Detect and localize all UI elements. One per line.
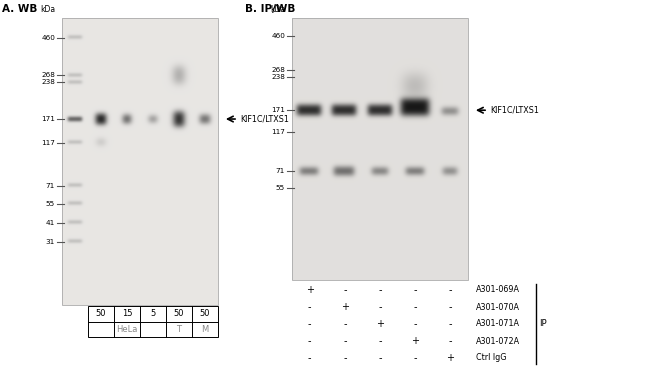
Text: 71: 71: [46, 183, 55, 189]
Text: -: -: [343, 319, 346, 329]
Text: 71: 71: [276, 168, 285, 174]
Text: -: -: [378, 353, 382, 363]
Text: 15: 15: [122, 310, 132, 319]
Text: +: +: [411, 336, 419, 346]
Text: 268: 268: [271, 67, 285, 74]
Text: M: M: [202, 325, 209, 334]
Text: kDa: kDa: [270, 6, 285, 14]
Text: +: +: [447, 353, 454, 363]
Text: +: +: [341, 302, 349, 312]
Text: 5: 5: [150, 310, 155, 319]
Bar: [62, 18, 218, 305]
Text: -: -: [448, 319, 452, 329]
Text: -: -: [448, 285, 452, 295]
Text: 268: 268: [41, 72, 55, 78]
Text: 171: 171: [41, 116, 55, 122]
Text: -: -: [378, 302, 382, 312]
Text: -: -: [308, 336, 311, 346]
Bar: [292, 18, 468, 280]
Text: 117: 117: [41, 140, 55, 146]
Text: -: -: [413, 302, 417, 312]
Text: -: -: [448, 302, 452, 312]
Text: kDa: kDa: [40, 6, 55, 14]
Text: -: -: [378, 336, 382, 346]
Text: 50: 50: [96, 310, 106, 319]
Text: +: +: [376, 319, 384, 329]
Text: 55: 55: [276, 185, 285, 191]
Text: B. IP/WB: B. IP/WB: [245, 4, 295, 14]
Text: A301-071A: A301-071A: [476, 319, 520, 328]
Text: HeLa: HeLa: [116, 325, 138, 334]
Text: 460: 460: [271, 33, 285, 39]
Text: KIF1C/LTXS1: KIF1C/LTXS1: [240, 115, 289, 124]
Text: -: -: [343, 285, 346, 295]
Text: -: -: [413, 319, 417, 329]
Bar: [88, 306, 218, 337]
Text: -: -: [343, 353, 346, 363]
Text: 55: 55: [46, 201, 55, 207]
Text: Ctrl IgG: Ctrl IgG: [476, 354, 506, 363]
Bar: [292, 18, 468, 280]
Text: +: +: [306, 285, 313, 295]
Text: -: -: [308, 353, 311, 363]
Text: -: -: [343, 336, 346, 346]
Text: -: -: [308, 319, 311, 329]
Text: 171: 171: [271, 107, 285, 113]
Text: KIF1C/LTXS1: KIF1C/LTXS1: [490, 106, 539, 115]
Text: A. WB: A. WB: [2, 4, 38, 14]
Bar: [62, 18, 218, 305]
Text: A301-069A: A301-069A: [476, 285, 520, 294]
Text: 117: 117: [271, 129, 285, 135]
Text: -: -: [308, 302, 311, 312]
Text: -: -: [413, 285, 417, 295]
Text: 31: 31: [46, 239, 55, 245]
Text: T: T: [177, 325, 181, 334]
Text: A301-072A: A301-072A: [476, 337, 520, 345]
Text: 41: 41: [46, 220, 55, 226]
Text: A301-070A: A301-070A: [476, 302, 520, 311]
Text: 238: 238: [271, 74, 285, 80]
Text: 50: 50: [200, 310, 210, 319]
Text: 460: 460: [41, 35, 55, 40]
Text: IP: IP: [539, 319, 547, 328]
Text: -: -: [413, 353, 417, 363]
Text: -: -: [448, 336, 452, 346]
Text: 238: 238: [41, 79, 55, 85]
Text: 50: 50: [174, 310, 184, 319]
Text: -: -: [378, 285, 382, 295]
